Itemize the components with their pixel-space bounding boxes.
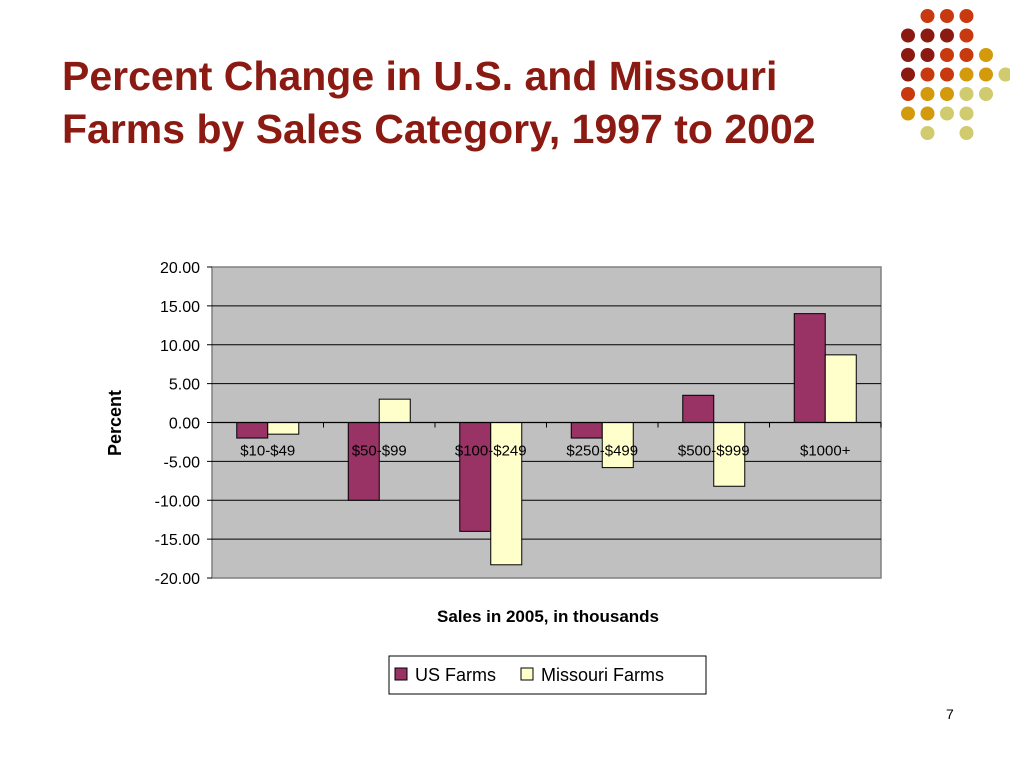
bar	[570, 422, 603, 439]
decorative-dot	[920, 67, 935, 82]
x-tick-label: $250-$499	[566, 443, 638, 460]
x-tick-label: $10-$49	[240, 443, 295, 460]
bar	[824, 354, 857, 424]
bar	[490, 422, 523, 566]
decorative-dot	[940, 48, 954, 62]
decorative-dot	[901, 67, 915, 82]
decorative-dot	[940, 106, 954, 121]
x-tick-label: $50-$99	[352, 443, 407, 460]
bar	[682, 394, 715, 424]
bar	[601, 422, 634, 469]
bar	[267, 422, 300, 435]
decorative-dot	[959, 87, 974, 101]
decorative-dot	[901, 87, 915, 101]
legend-label: Missouri Farms	[541, 665, 664, 685]
legend-swatch	[394, 667, 408, 681]
decorative-dot	[920, 28, 935, 43]
decorative-dot	[920, 48, 935, 62]
decorative-dot	[979, 87, 993, 101]
bar	[459, 422, 492, 532]
slide-title: Percent Change in U.S. and Missouri Farm…	[62, 50, 882, 156]
bar	[793, 313, 826, 423]
bar	[236, 422, 269, 439]
decorative-dot	[920, 106, 935, 121]
x-tick-label: $100-$249	[455, 443, 527, 460]
legend-box	[388, 655, 707, 695]
legend-swatch	[520, 667, 534, 681]
y-tick-label: 15.00	[160, 299, 200, 316]
y-tick-label: -5.00	[164, 454, 201, 471]
y-tick-label: -15.00	[155, 532, 200, 549]
y-tick-label: 0.00	[169, 416, 200, 433]
decorative-dot	[920, 87, 935, 101]
y-tick-label: 20.00	[160, 260, 200, 277]
x-axis-title: Sales in 2005, in thousands	[437, 607, 659, 626]
y-tick-label: 5.00	[169, 377, 200, 394]
decorative-dot	[901, 106, 915, 121]
x-tick-label: $500-$999	[678, 443, 750, 460]
decorative-dot	[959, 28, 974, 43]
bar	[378, 398, 411, 423]
decorative-dot	[940, 9, 954, 23]
bar	[713, 422, 746, 487]
decorative-dot	[959, 9, 974, 23]
decorative-dot	[979, 67, 993, 82]
slide-title-line-1: Percent Change in U.S. and Missouri	[62, 53, 778, 99]
y-tick-label: -20.00	[155, 571, 200, 588]
decorative-dot	[979, 48, 993, 62]
decorative-dot	[959, 48, 974, 62]
decorative-dot	[998, 67, 1010, 82]
y-tick-label: 10.00	[160, 338, 200, 355]
decorative-dot	[959, 126, 974, 140]
decorative-dot	[940, 87, 954, 101]
decorative-dot	[901, 28, 915, 43]
legend-label: US Farms	[415, 665, 496, 685]
x-tick-label: $1000+	[800, 443, 851, 460]
decorative-dot	[901, 48, 915, 62]
bar	[347, 422, 380, 501]
decorative-dot	[920, 126, 935, 140]
y-tick-label: -10.00	[155, 493, 200, 510]
decorative-dot	[959, 67, 974, 82]
legend: US Farms Missouri Farms	[388, 655, 707, 695]
decorative-dot-grid	[901, 9, 1010, 140]
decorative-dot	[940, 28, 954, 43]
y-axis-title: Percent	[105, 390, 125, 456]
decorative-dot	[959, 106, 974, 121]
slide-title-line-2: Farms by Sales Category, 1997 to 2002	[62, 106, 816, 152]
decorative-dot	[940, 67, 954, 82]
page-number: 7	[946, 706, 954, 722]
decorative-dot	[920, 9, 935, 23]
